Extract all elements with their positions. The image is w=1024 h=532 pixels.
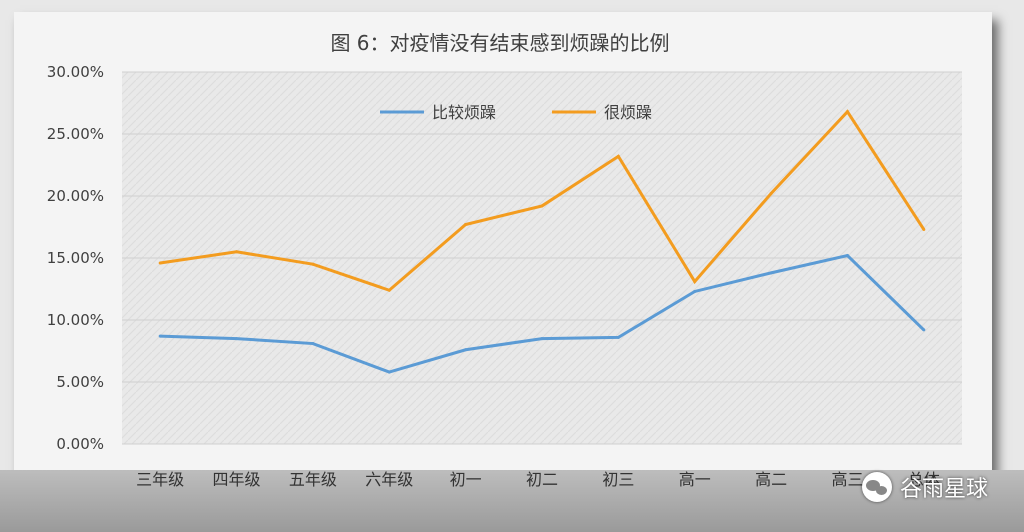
x-tick-label: 初三 xyxy=(602,470,634,489)
y-tick-label: 30.00% xyxy=(47,63,104,81)
data-point xyxy=(769,271,773,275)
y-tick-label: 25.00% xyxy=(47,125,104,143)
data-point xyxy=(235,250,239,254)
data-point xyxy=(464,223,468,227)
y-tick-label: 20.00% xyxy=(47,187,104,205)
background-band xyxy=(0,470,1024,532)
data-point xyxy=(464,348,468,352)
x-tick-label: 高三 xyxy=(831,470,863,489)
data-point xyxy=(845,110,849,114)
y-tick-label: 15.00% xyxy=(47,249,104,267)
data-point xyxy=(387,370,391,374)
legend-label: 比较烦躁 xyxy=(432,103,496,122)
data-point xyxy=(922,328,926,332)
data-point xyxy=(158,334,162,338)
x-tick-label: 四年级 xyxy=(213,470,261,489)
data-point xyxy=(311,342,315,346)
data-point xyxy=(158,261,162,265)
y-tick-label: 0.00% xyxy=(56,435,104,453)
wechat-icon xyxy=(861,472,892,502)
x-tick-label: 初二 xyxy=(526,470,558,489)
data-point xyxy=(769,192,773,196)
data-point xyxy=(693,289,697,293)
data-point xyxy=(540,337,544,341)
watermark-text: 谷雨星球 xyxy=(899,477,988,502)
data-point xyxy=(693,280,697,284)
data-point xyxy=(387,288,391,292)
x-tick-label: 三年级 xyxy=(136,470,184,489)
watermark: 谷雨星球 xyxy=(861,470,988,504)
x-tick-label: 总体 xyxy=(908,470,940,489)
data-point xyxy=(616,335,620,339)
y-tick-label: 10.00% xyxy=(47,311,104,329)
y-tick-label: 5.00% xyxy=(56,373,104,391)
x-tick-label: 五年级 xyxy=(289,470,337,489)
data-point xyxy=(616,154,620,158)
x-tick-label: 高一 xyxy=(679,470,711,489)
data-point xyxy=(540,204,544,208)
legend-label: 很烦躁 xyxy=(604,103,652,122)
data-point xyxy=(235,337,239,341)
x-tick-label: 六年级 xyxy=(365,470,413,489)
data-point xyxy=(311,262,315,266)
x-tick-label: 初一 xyxy=(450,470,482,489)
chart-title: 图 6：对疫情没有结束感到烦躁的比例 xyxy=(330,31,669,55)
data-point xyxy=(922,227,926,231)
data-point xyxy=(845,254,849,258)
x-tick-label: 高二 xyxy=(755,470,787,489)
